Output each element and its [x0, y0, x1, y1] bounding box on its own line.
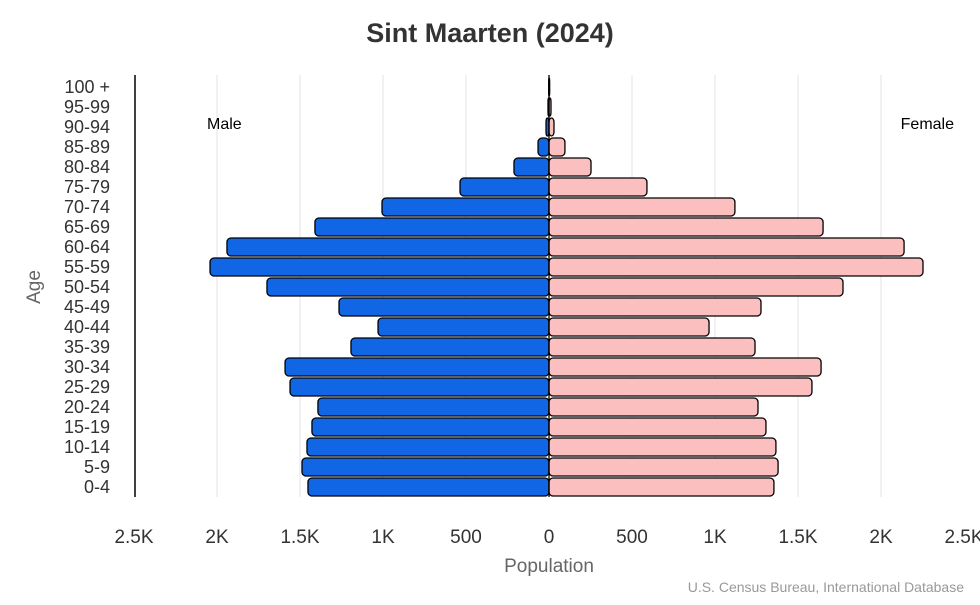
- y-tick-label: 80-84: [64, 157, 110, 177]
- bar-male-10-14: [307, 438, 549, 456]
- bar-male-50-54: [267, 278, 549, 296]
- y-tick-label: 75-79: [64, 177, 110, 197]
- bar-male-35-39: [351, 338, 549, 356]
- bar-male-65-69: [315, 218, 549, 236]
- bar-male-40-44: [378, 318, 549, 336]
- bar-male-75-79: [460, 178, 549, 196]
- bar-female-80-84: [549, 158, 591, 176]
- bar-male-55-59: [210, 258, 549, 276]
- bar-female-45-49: [549, 298, 761, 316]
- x-tick-label: 500: [450, 527, 482, 548]
- y-tick-label: 50-54: [64, 277, 110, 297]
- chart-title: Sint Maarten (2024): [366, 18, 614, 48]
- y-tick-label: 85-89: [64, 137, 110, 157]
- bar-female-60-64: [549, 238, 904, 256]
- x-tick-label: 1.5K: [778, 527, 817, 548]
- bar-male-20-24: [318, 398, 549, 416]
- bar-female-10-14: [549, 438, 776, 456]
- x-axis-label: Population: [504, 556, 594, 577]
- y-tick-label: 20-24: [64, 397, 110, 417]
- x-tick-label: 2K: [205, 527, 229, 548]
- bar-male-15-19: [312, 418, 549, 436]
- bar-female-65-69: [549, 218, 823, 236]
- bar-male-70-74: [382, 198, 549, 216]
- source-note: U.S. Census Bureau, International Databa…: [688, 579, 964, 595]
- bar-female-85-89: [549, 138, 565, 156]
- x-tick-label: 2.5K: [114, 527, 153, 548]
- y-tick-label: 95-99: [64, 97, 110, 117]
- y-tick-label: 35-39: [64, 337, 110, 357]
- y-tick-label: 30-34: [64, 357, 110, 377]
- y-tick-label: 0-4: [84, 477, 110, 497]
- bar-female-75-79: [549, 178, 647, 196]
- y-tick-label: 15-19: [64, 417, 110, 437]
- bar-female-40-44: [549, 318, 709, 336]
- legend-female: Female: [901, 116, 954, 133]
- x-tick-label: 500: [616, 527, 648, 548]
- legend-male: Male: [207, 116, 242, 133]
- bar-male-80-84: [514, 158, 549, 176]
- bar-female-5-9: [549, 458, 778, 476]
- bar-female-15-19: [549, 418, 766, 436]
- bar-male-30-34: [285, 358, 549, 376]
- y-tick-label: 25-29: [64, 377, 110, 397]
- y-tick-label: 100 +: [64, 77, 110, 97]
- bar-male-25-29: [290, 378, 549, 396]
- x-tick-label: 2.5K: [944, 527, 980, 548]
- y-tick-label: 65-69: [64, 217, 110, 237]
- bar-male-5-9: [302, 458, 549, 476]
- bar-male-45-49: [339, 298, 549, 316]
- y-axis-label: Age: [24, 270, 45, 304]
- y-tick-label: 90-94: [64, 117, 110, 137]
- x-tick-label: 1K: [703, 527, 727, 548]
- bar-female-50-54: [549, 278, 843, 296]
- x-tick-label: 1.5K: [280, 527, 319, 548]
- y-tick-label: 60-64: [64, 237, 110, 257]
- y-tick-label: 70-74: [64, 197, 110, 217]
- bar-male-85-89: [538, 138, 549, 156]
- bar-female-35-39: [549, 338, 755, 356]
- bar-female-55-59: [549, 258, 923, 276]
- x-tick-label: 0: [544, 527, 555, 548]
- bar-female-20-24: [549, 398, 758, 416]
- y-tick-label: 5-9: [84, 457, 110, 477]
- bar-male-0-4: [308, 478, 549, 496]
- y-tick-label: 45-49: [64, 297, 110, 317]
- bar-male-60-64: [227, 238, 549, 256]
- bar-female-30-34: [549, 358, 821, 376]
- bar-female-90-94: [549, 118, 554, 136]
- y-tick-label: 10-14: [64, 437, 110, 457]
- y-tick-label: 40-44: [64, 317, 110, 337]
- x-tick-label: 1K: [371, 527, 395, 548]
- x-tick-label: 2K: [869, 527, 893, 548]
- bar-female-25-29: [549, 378, 812, 396]
- bar-female-0-4: [549, 478, 774, 496]
- bar-female-70-74: [549, 198, 735, 216]
- y-tick-label: 55-59: [64, 257, 110, 277]
